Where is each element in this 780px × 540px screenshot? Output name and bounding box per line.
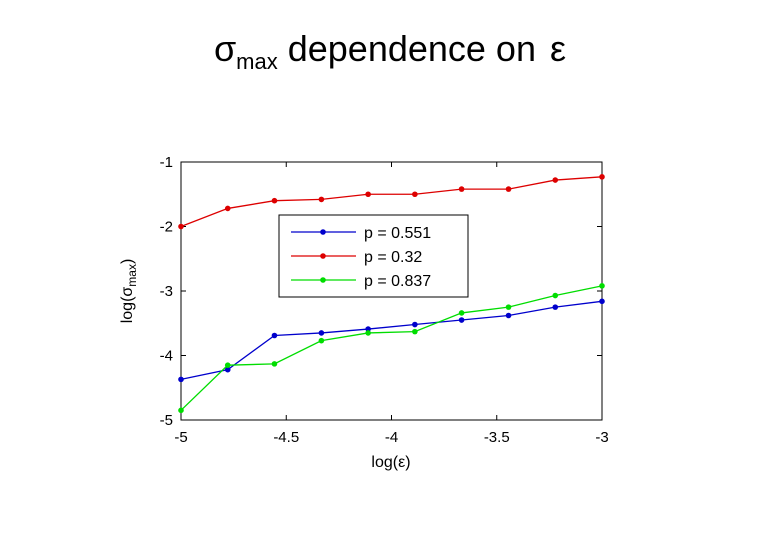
data-point [365, 326, 371, 332]
data-point [505, 312, 512, 319]
data-point [178, 407, 184, 414]
data-point [365, 191, 371, 198]
title-sigma: σ [213, 28, 237, 69]
data-point [505, 186, 512, 192]
data-point [271, 197, 278, 204]
legend: p = 0.551 p = 0.32 p = 0.837 [278, 214, 469, 298]
data-point [318, 196, 325, 203]
x-tick-label: -3 [595, 429, 608, 446]
data-point [365, 330, 371, 336]
x-axis-label: log(ε) [371, 454, 410, 471]
series-line-1 [180, 300, 603, 381]
title-epsilon: ε [549, 28, 567, 69]
data-point [271, 361, 278, 367]
data-point [412, 321, 418, 328]
x-tick-label: -4.5 [273, 429, 299, 446]
x-tick-label: -4 [385, 429, 398, 446]
legend-marker [320, 253, 326, 259]
y-axis-label-close: ) [119, 259, 136, 264]
data-point [412, 191, 418, 198]
ticks: -5 -4.5 -4 -3.5 -3 -5 -4 -3 -2 -1 [160, 154, 609, 446]
legend-marker [320, 277, 326, 283]
data-point [224, 362, 231, 368]
data-point [458, 310, 465, 316]
data-point [599, 283, 605, 289]
legend-label: p = 0.551 [364, 225, 431, 242]
data-point [318, 330, 325, 336]
y-tick-label: -3 [160, 283, 173, 300]
y-tick-label: -2 [160, 219, 173, 236]
y-tick-label: -4 [160, 348, 173, 365]
data-point [599, 174, 605, 180]
data-point [318, 337, 325, 344]
data-point [458, 317, 465, 323]
title-subscript: max [236, 49, 278, 74]
legend-label: p = 0.837 [364, 273, 431, 290]
data-point [271, 332, 278, 339]
data-point [224, 366, 231, 373]
legend-label: p = 0.32 [364, 249, 422, 266]
x-tick-label: -3.5 [484, 429, 510, 446]
data-point [224, 205, 231, 212]
data-point [552, 304, 559, 310]
title-text: dependence on [287, 28, 536, 69]
y-tick-label: -5 [160, 412, 173, 429]
legend-marker [320, 229, 326, 235]
data-point [412, 328, 418, 335]
slide-title: σmax dependence on ε [0, 28, 780, 75]
y-axis-label-sub: max [125, 264, 139, 287]
series-line-2 [180, 176, 603, 228]
data-point [599, 298, 605, 305]
y-axis-label-main: log(σ [119, 287, 136, 324]
series-group [178, 174, 605, 414]
y-axis-label: log(σmax) [119, 259, 139, 324]
data-point [552, 292, 559, 299]
data-point [505, 304, 512, 310]
data-point [178, 376, 184, 383]
data-point [458, 186, 465, 192]
x-tick-label: -5 [174, 429, 187, 446]
series-line-3 [180, 285, 603, 411]
data-point [178, 223, 184, 230]
data-point [552, 177, 559, 183]
y-tick-label: -1 [160, 154, 173, 171]
